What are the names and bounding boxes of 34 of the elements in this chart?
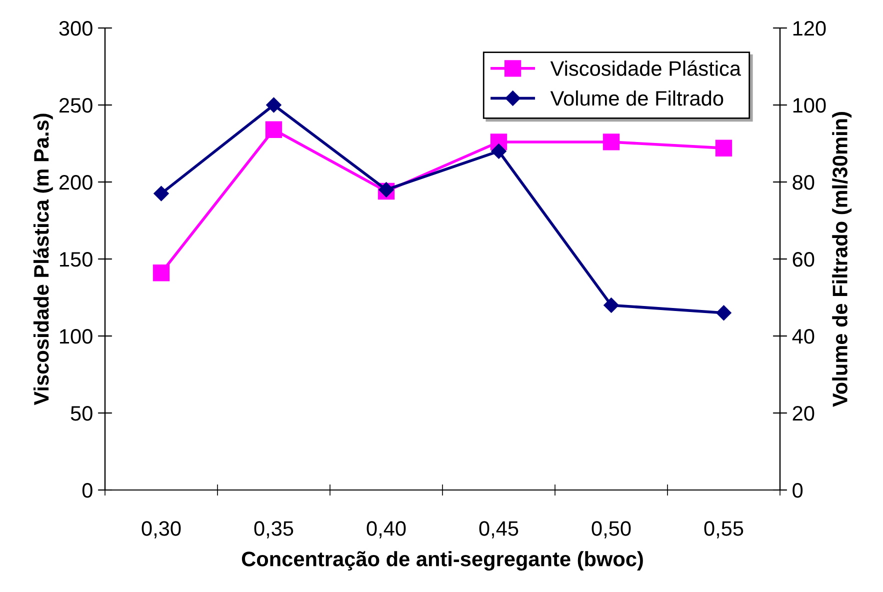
- point: [154, 186, 169, 202]
- y-tick-label: 100: [60, 329, 92, 344]
- x-axis-title: Concentração de anti-segregante (bwoc): [242, 551, 643, 571]
- x-tick-label: 0,45: [479, 521, 518, 538]
- y-tick-label: 200: [59, 175, 92, 190]
- y-tick-label: 300: [59, 21, 92, 36]
- y2-tick-label: 0: [792, 483, 803, 498]
- y2-tick-label: 40: [792, 329, 814, 344]
- y2-axis-title: Volume de Filtrado (ml/30min): [832, 112, 852, 407]
- y2-tick-label: 80: [792, 175, 814, 190]
- y2-tick-label: 60: [792, 252, 814, 267]
- y2-tick-label: 120: [793, 21, 826, 36]
- point: [491, 144, 506, 159]
- x-tick-label: 0,55: [704, 521, 744, 538]
- y2-tick-label: 20: [792, 406, 814, 421]
- point: [266, 97, 282, 113]
- x-tick-label: 0,35: [254, 521, 294, 538]
- y-tick-label: 250: [59, 98, 92, 113]
- point: [604, 298, 619, 313]
- point: [715, 140, 732, 156]
- x-tick-label: 0,50: [592, 521, 631, 538]
- point: [265, 121, 282, 138]
- legend-label: Volume de Filtrado: [550, 90, 724, 106]
- point: [716, 305, 732, 320]
- y-axis-title: Viscosidade Plástica (m Pa.s): [33, 114, 53, 406]
- point: [602, 134, 620, 150]
- y-tick-label: 50: [70, 406, 92, 421]
- x-tick-label: 0,30: [142, 521, 181, 538]
- point: [152, 264, 170, 282]
- x-tick-label: 0,40: [366, 521, 406, 538]
- legend-label: Viscosidade Plástica: [550, 60, 742, 76]
- y2-tick-label: 100: [793, 98, 826, 113]
- y-tick-label: 150: [60, 252, 92, 267]
- y-tick-label: 0: [82, 483, 92, 498]
